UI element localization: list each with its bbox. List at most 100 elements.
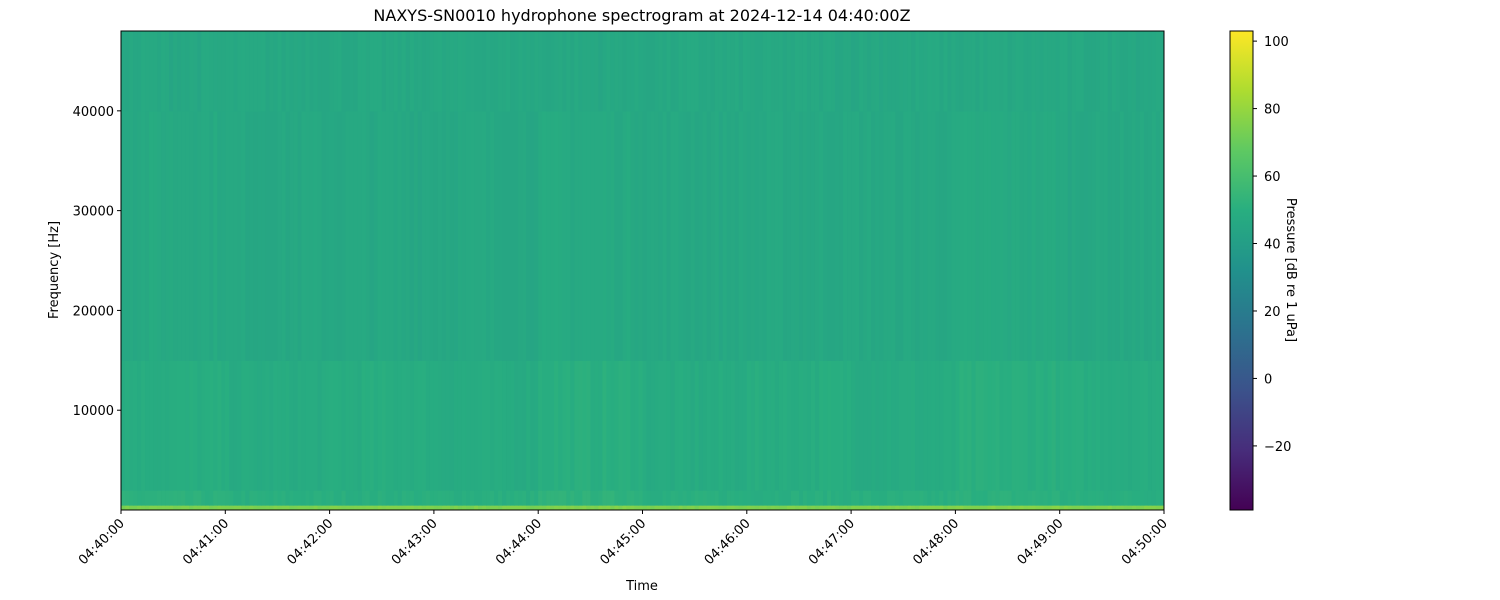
spectrogram-cell — [437, 505, 443, 510]
spectrogram-cell — [526, 360, 531, 491]
spectrogram-cell — [197, 505, 202, 510]
spectrogram-cell — [478, 360, 483, 491]
spectrogram-cell — [814, 31, 820, 112]
spectrogram-cell — [1131, 360, 1137, 491]
spectrogram-cell — [694, 31, 700, 112]
spectrogram-cell — [1015, 505, 1021, 510]
spectrogram-cell — [518, 31, 523, 112]
spectrogram-cell — [654, 360, 660, 491]
spectrogram-cell — [875, 360, 880, 491]
spectrogram-cell — [534, 360, 539, 491]
x-tick-label: 04:43:00 — [389, 516, 441, 568]
spectrogram-cell — [201, 505, 206, 510]
spectrogram-cell — [546, 31, 551, 112]
x-tick-label: 04:46:00 — [702, 516, 754, 568]
spectrogram-cell — [598, 110, 603, 361]
spectrogram-cell — [590, 360, 595, 491]
spectrogram-cell — [859, 505, 864, 510]
spectrogram-cell — [710, 505, 716, 510]
spectrogram-cell — [341, 505, 347, 510]
spectrogram-cell — [670, 110, 676, 361]
spectrogram-cell — [819, 31, 824, 112]
spectrogram-cell — [1027, 31, 1033, 112]
spectrogram-cell — [895, 505, 900, 510]
spectrogram-cell — [189, 110, 194, 361]
spectrogram-cell — [650, 31, 656, 112]
spectrogram-cell — [157, 505, 162, 510]
spectrogram-cell — [133, 31, 138, 112]
spectrogram-cell — [490, 360, 495, 491]
spectrogram-cell — [770, 490, 776, 506]
y-axis-label: Frequency [Hz] — [47, 221, 62, 319]
spectrogram-cell — [887, 505, 892, 510]
spectrogram-cell — [173, 360, 178, 491]
spectrogram-cell — [642, 31, 648, 112]
spectrogram-cell — [161, 31, 166, 112]
spectrogram-cell — [486, 360, 491, 491]
spectrogram-cell — [165, 110, 170, 361]
spectrogram-cell — [883, 110, 888, 361]
spectrogram-cell — [975, 110, 981, 361]
spectrogram-cell — [1135, 360, 1141, 491]
spectrogram-cell — [1119, 490, 1125, 506]
spectrogram-cell — [682, 490, 688, 506]
spectrogram-cell — [225, 490, 230, 506]
spectrogram-cell — [121, 490, 126, 506]
spectrogram-cell — [983, 505, 989, 510]
spectrogram-cell — [827, 505, 832, 510]
spectrogram-cell — [482, 31, 487, 112]
spectrogram-cell — [457, 31, 463, 112]
spectrogram-cell — [710, 490, 716, 506]
spectrogram-cell — [682, 31, 688, 112]
spectrogram-cell — [490, 110, 495, 361]
spectrogram-cell — [333, 360, 339, 491]
spectrogram-cell — [257, 505, 263, 510]
spectrogram-cell — [786, 31, 792, 112]
spectrogram-cell — [237, 505, 242, 510]
spectrogram-cell — [694, 110, 700, 361]
spectrogram-cell — [903, 31, 908, 112]
spectrogram-cell — [678, 490, 684, 506]
spectrogram-cell — [919, 490, 924, 506]
spectrogram-cell — [482, 505, 487, 510]
spectrogram-cell — [911, 31, 916, 112]
spectrogram-cell — [871, 360, 876, 491]
spectrogram-cell — [1115, 31, 1121, 112]
spectrogram-cell — [1099, 31, 1105, 112]
spectrogram-cell — [630, 505, 636, 510]
spectrogram-cell — [353, 490, 359, 506]
spectrogram-cell — [987, 360, 993, 491]
spectrogram-cell — [405, 360, 411, 491]
spectrogram-cell — [461, 110, 467, 361]
spectrogram-cell — [742, 505, 748, 510]
spectrogram-cell — [819, 505, 824, 510]
spectrogram-cell — [923, 31, 928, 112]
spectrogram-cell — [786, 490, 792, 506]
spectrogram-cell — [582, 360, 587, 491]
spectrogram-cell — [377, 505, 383, 510]
spectrogram-cell — [1039, 360, 1045, 491]
spectrogram-cell — [935, 110, 940, 361]
spectrogram-cell — [847, 31, 852, 112]
spectrogram-cell — [843, 360, 848, 491]
spectrogram-cell — [217, 505, 222, 510]
spectrogram-cell — [786, 110, 792, 361]
spectrogram-cell — [827, 360, 832, 491]
spectrogram-cell — [249, 110, 254, 361]
spectrogram-cell — [209, 490, 214, 506]
spectrogram-cell — [915, 110, 920, 361]
spectrogram-cell — [574, 31, 579, 112]
spectrogram-cell — [121, 360, 126, 491]
spectrogram-cell — [843, 110, 848, 361]
spectrogram-cell — [1067, 490, 1073, 506]
spectrogram-cell — [333, 505, 339, 510]
spectrogram-cell — [518, 505, 523, 510]
spectrogram-cell — [823, 110, 828, 361]
spectrogram-cell — [1039, 490, 1045, 506]
spectrogram-cell — [522, 360, 527, 491]
x-tick-label: 04:40:00 — [76, 516, 128, 568]
spectrogram-cell — [285, 505, 291, 510]
spectrogram-cell — [855, 505, 860, 510]
spectrogram-cell — [718, 31, 724, 112]
